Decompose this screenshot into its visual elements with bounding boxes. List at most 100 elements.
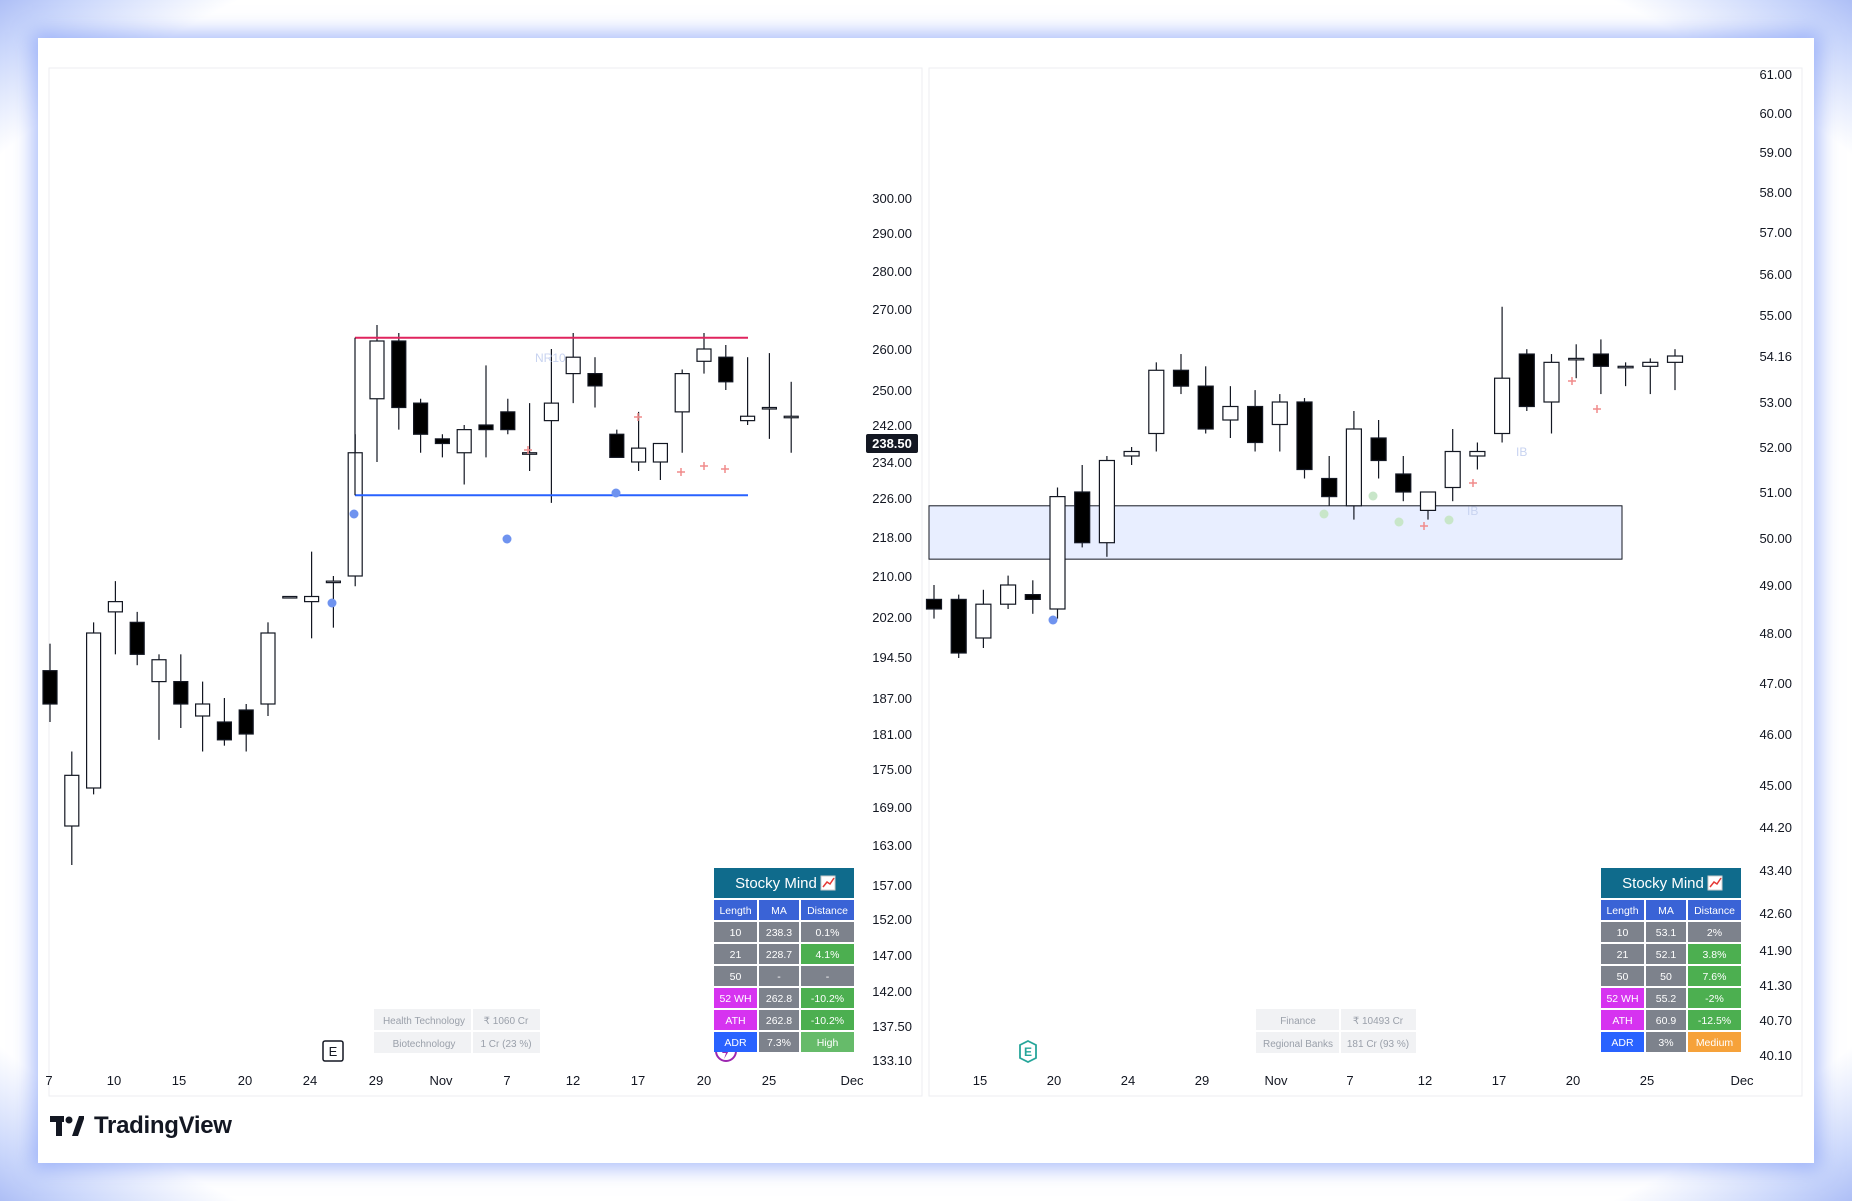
plus-marker: [524, 446, 532, 454]
left-last-price-label: 238.50: [872, 436, 912, 451]
left-candle: [195, 681, 211, 752]
left-time-tick: 10: [107, 1073, 121, 1088]
left-candle: [173, 654, 189, 728]
signal-dot: [611, 488, 621, 498]
right-candle: [1049, 487, 1066, 619]
left-table-value: 262.8: [766, 993, 792, 1005]
right-candle: [1666, 349, 1684, 391]
left-price-tick: 270.00: [872, 302, 912, 317]
left-price-tick: 250.00: [872, 383, 912, 398]
left-table-value: 4.1%: [816, 949, 840, 961]
right-candle: [1518, 349, 1535, 411]
left-price-tick: 218.00: [872, 530, 912, 545]
right-candle: [1642, 358, 1659, 395]
right-float: 181 Cr (93 %): [1347, 1039, 1409, 1050]
left-price-tick: 234.00: [872, 455, 912, 470]
right-table-cell: [1646, 922, 1686, 942]
right-time-tick: 29: [1195, 1073, 1209, 1088]
right-time-tick: 17: [1492, 1073, 1506, 1088]
plus-marker: [1469, 479, 1477, 487]
left-table-cell: [714, 966, 757, 986]
left-table-value: -: [826, 971, 830, 983]
right-table-cell: [1688, 1032, 1741, 1052]
right-table-value: ADR: [1611, 1037, 1634, 1049]
left-table-header-cell: [801, 900, 854, 920]
chart-emoji-icon: [820, 875, 836, 891]
right-table-header-cell: [1688, 900, 1741, 920]
right-candle: [1592, 339, 1610, 395]
right-candle: [1321, 456, 1338, 506]
left-price-tick: 260.00: [872, 342, 912, 357]
left-candle: [434, 434, 450, 458]
right-table-cell: [1688, 944, 1741, 964]
plus-marker: [721, 465, 729, 473]
left-table-value: -10.2%: [811, 993, 844, 1005]
left-table-header: MA: [771, 905, 787, 917]
right-table-cell: [1646, 966, 1686, 986]
left-mcap: ₹ 1060 Cr: [484, 1016, 529, 1027]
right-candle: [1098, 456, 1116, 557]
left-stocky-mind-table: Stocky Mind Length MA Distance 10 238.3 0.1% 21…: [714, 868, 854, 1052]
left-candle: [304, 551, 320, 639]
left-table-value: High: [817, 1037, 839, 1049]
right-table-value: 2%: [1707, 927, 1722, 939]
left-time-tick: 29: [369, 1073, 383, 1088]
left-last-price: 238.50: [866, 434, 918, 453]
left-time-tick: 20: [238, 1073, 252, 1088]
right-earnings-icon[interactable]: E: [1019, 1039, 1037, 1064]
left-table-cell: [714, 944, 757, 964]
right-price-tick: 52.00: [1759, 440, 1792, 455]
right-table-cell: [1646, 988, 1686, 1008]
left-candle: [565, 333, 581, 404]
left-price-tick: 181.00: [872, 727, 912, 742]
right-table-cell: [1646, 1032, 1686, 1052]
left-table-value: 10: [730, 927, 742, 939]
left-table-cell: [801, 1010, 854, 1030]
left-price-tick: 169.00: [872, 800, 912, 815]
left-table-cell: [759, 1010, 799, 1030]
left-earnings-icon[interactable]: E: [322, 1040, 344, 1062]
right-price-tick: 44.20: [1759, 820, 1792, 835]
left-candle: [630, 411, 647, 471]
left-table-value: 0.1%: [816, 927, 840, 939]
right-candle: [1197, 366, 1214, 434]
signal-dot: [1394, 517, 1404, 527]
left-table-cell: [801, 988, 854, 1008]
left-candle: [609, 429, 625, 458]
right-price-tick: 55.00: [1759, 308, 1792, 323]
right-time-tick: 24: [1121, 1073, 1135, 1088]
left-time-tick: 24: [303, 1073, 317, 1088]
right-table-value: 55.2: [1656, 993, 1677, 1005]
right-table-value: 60.9: [1656, 1015, 1677, 1027]
right-demand-zone: [928, 505, 1623, 560]
left-price-tick: 187.00: [872, 691, 912, 706]
right-price-tick: 60.00: [1759, 106, 1792, 121]
right-time-tick: Dec: [1730, 1073, 1754, 1088]
right-price-tick: 48.00: [1759, 626, 1792, 641]
left-candle: [718, 345, 734, 390]
right-table-value: 52 WH: [1606, 993, 1638, 1005]
right-table-value: 3%: [1658, 1037, 1673, 1049]
signal-dot: [502, 534, 512, 544]
right-price-tick: 53.00: [1759, 395, 1792, 410]
left-table-value: -10.2%: [811, 1015, 844, 1027]
right-table-cell: [1601, 988, 1644, 1008]
left-price-tick: 242.00: [872, 418, 912, 433]
brand-name: TradingView: [94, 1112, 232, 1139]
left-candle: [107, 581, 124, 655]
tradingview-brand[interactable]: TradingView: [50, 1112, 232, 1140]
left-price-tick: 147.00: [872, 948, 912, 963]
right-sector-box: Finance ₹ 10493 Cr Regional Banks 181 Cr…: [1256, 1009, 1416, 1053]
signal-dot: [1048, 615, 1058, 625]
left-price-tick: 142.00: [872, 984, 912, 999]
left-table-cell: [801, 966, 854, 986]
right-price-tick: 46.00: [1759, 727, 1792, 742]
signal-dot: [327, 598, 337, 608]
right-time-tick: Nov: [1264, 1073, 1288, 1088]
signal-dot: [1444, 515, 1454, 525]
right-table-value: 50: [1660, 971, 1672, 983]
right-chart-pane: [925, 306, 1684, 658]
right-table-header: Distance: [1694, 905, 1735, 917]
right-candle: [1123, 447, 1140, 465]
right-table-value: 21: [1617, 949, 1629, 961]
